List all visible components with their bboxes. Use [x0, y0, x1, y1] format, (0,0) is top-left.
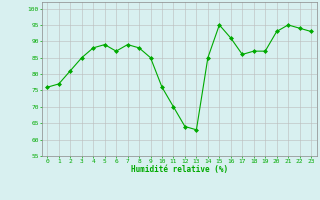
X-axis label: Humidité relative (%): Humidité relative (%) [131, 165, 228, 174]
